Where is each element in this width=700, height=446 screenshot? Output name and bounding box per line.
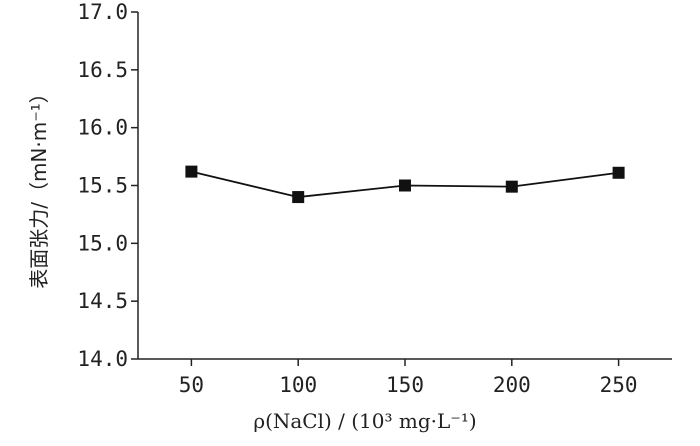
data-point-marker: [612, 166, 625, 179]
y-tick-label: 14.0: [77, 347, 128, 371]
x-tick-label: 50: [179, 373, 204, 397]
y-ticks: 14.0 14.5 15.0 15.5 16.0 16.5 17.0: [77, 0, 138, 371]
data-point-marker: [185, 165, 198, 178]
x-tick-label: 200: [493, 373, 531, 397]
x-tick-label: 150: [386, 373, 424, 397]
y-tick-label: 15.0: [77, 231, 128, 255]
x-ticks: 50 100 150 200 250: [179, 359, 638, 397]
y-tick-label: 17.0: [77, 0, 128, 24]
x-axis-title: ρ(NaCl) / (10³ mg·L⁻¹): [253, 409, 476, 433]
data-point-marker: [505, 180, 518, 193]
data-point-marker: [292, 191, 305, 204]
data-point-marker: [399, 179, 411, 192]
y-tick-label: 14.5: [77, 289, 128, 313]
y-tick-label: 15.5: [77, 174, 128, 198]
x-tick-label: 100: [279, 373, 317, 397]
y-tick-label: 16.5: [77, 58, 128, 82]
y-tick-label: 16.0: [77, 116, 128, 140]
series: [185, 165, 625, 204]
x-tick-label: 250: [600, 373, 638, 397]
y-axis-title: 表面张力/（mN·m⁻¹）: [27, 83, 51, 289]
